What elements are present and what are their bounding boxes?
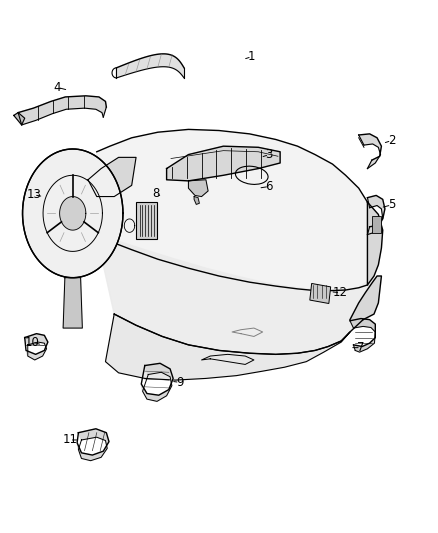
- Polygon shape: [367, 196, 385, 235]
- Polygon shape: [25, 334, 48, 360]
- Polygon shape: [367, 202, 383, 285]
- Polygon shape: [359, 134, 381, 168]
- Text: 7: 7: [357, 341, 365, 354]
- Polygon shape: [117, 54, 184, 78]
- Text: 3: 3: [265, 148, 273, 161]
- Text: 12: 12: [333, 286, 348, 300]
- Polygon shape: [350, 319, 375, 352]
- Bar: [310, 284, 331, 303]
- Text: 6: 6: [265, 180, 273, 193]
- Text: 2: 2: [388, 134, 395, 147]
- Polygon shape: [14, 112, 25, 125]
- Polygon shape: [166, 146, 280, 181]
- Polygon shape: [188, 180, 208, 197]
- Bar: [372, 216, 381, 233]
- Polygon shape: [77, 429, 109, 461]
- Polygon shape: [88, 157, 136, 197]
- Polygon shape: [60, 197, 86, 230]
- Text: 11: 11: [62, 433, 77, 447]
- Polygon shape: [22, 149, 123, 278]
- Text: 4: 4: [54, 81, 61, 94]
- Polygon shape: [18, 96, 106, 125]
- Polygon shape: [350, 276, 381, 320]
- Polygon shape: [194, 197, 199, 204]
- Polygon shape: [106, 314, 350, 380]
- Text: 1: 1: [248, 50, 255, 63]
- Text: 5: 5: [388, 198, 395, 212]
- Text: 10: 10: [25, 336, 39, 349]
- Bar: [136, 202, 157, 239]
- Text: 13: 13: [26, 188, 41, 201]
- Polygon shape: [97, 236, 374, 354]
- Polygon shape: [97, 130, 367, 290]
- Polygon shape: [141, 364, 173, 401]
- Text: 8: 8: [152, 187, 159, 200]
- Polygon shape: [63, 278, 82, 328]
- Text: 9: 9: [176, 376, 184, 389]
